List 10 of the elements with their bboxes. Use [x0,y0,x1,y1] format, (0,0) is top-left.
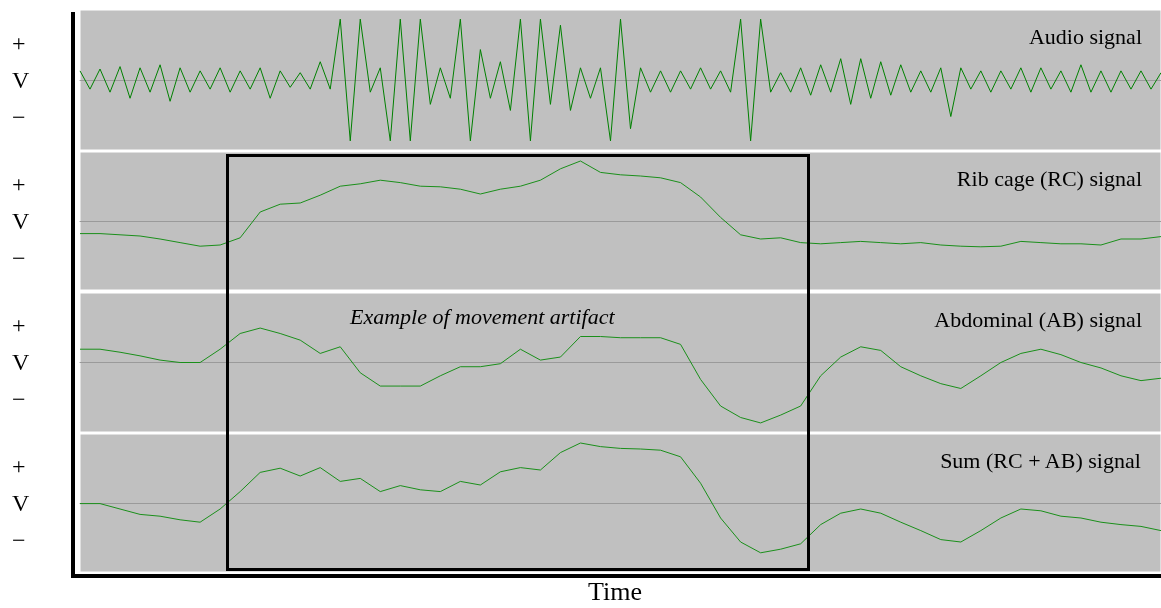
annotation: Example of movement artifact [349,303,616,329]
chart-title: Rib cage (RC) signal [956,165,1143,191]
x-axis-title: Time [588,576,642,606]
y-axis-title: + V − [12,29,30,130]
chart-title: Audio signal [1028,23,1143,49]
y-axis-title: + V − [12,452,30,553]
chart-title: Abdominal (AB) signal [934,306,1143,332]
y-axis-title: + V − [12,312,30,412]
y-axis-title: + V − [12,170,30,271]
chart-title: Sum (RC + AB) signal [940,447,1141,473]
